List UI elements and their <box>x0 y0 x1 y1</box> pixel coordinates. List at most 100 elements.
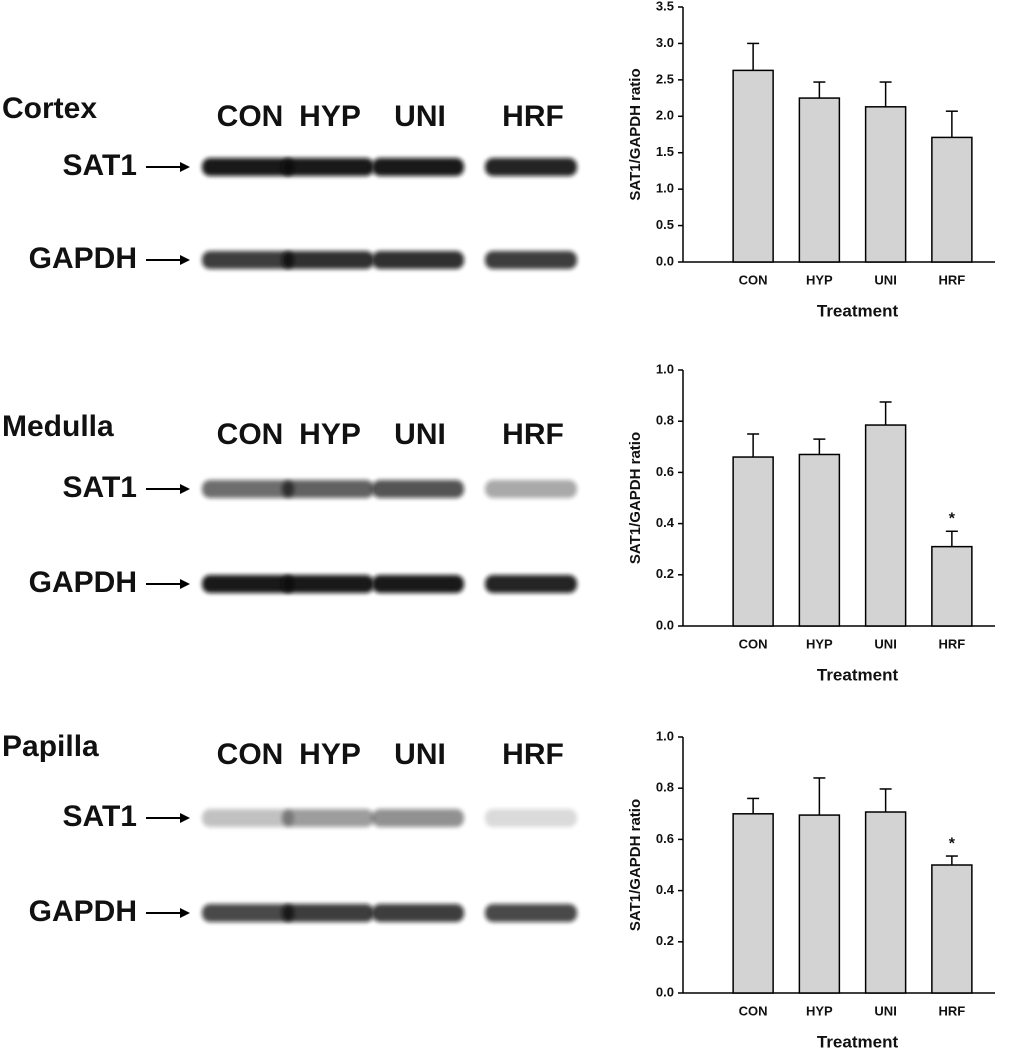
significance-mark: * <box>949 835 956 852</box>
x-axis-title: Treatment <box>817 665 899 684</box>
bar <box>732 813 774 994</box>
band <box>485 904 577 922</box>
y-tick-label: 0.6 <box>656 831 674 846</box>
x-tick-label: HYP <box>806 636 833 651</box>
y-tick-label: 0.2 <box>656 933 674 948</box>
band <box>282 575 374 593</box>
region-label: Papilla <box>2 730 99 763</box>
bar <box>931 545 973 627</box>
bar <box>798 453 841 627</box>
y-tick-label: 3.0 <box>656 35 674 50</box>
band-label: SAT1 <box>63 800 137 833</box>
band-label: GAPDH <box>29 895 137 928</box>
lane-label: HYP <box>299 738 361 771</box>
band <box>372 575 464 593</box>
x-tick-label: HRF <box>939 636 966 651</box>
lane-label: CON <box>217 100 284 133</box>
y-tick-label: 3.5 <box>656 0 674 13</box>
arrow-head <box>180 579 190 589</box>
y-axis-title: SAT1/GAPDH ratio <box>627 68 644 200</box>
x-tick-label: HRF <box>939 272 966 287</box>
y-tick-label: 1.0 <box>656 181 674 196</box>
band <box>485 480 577 498</box>
bar <box>732 69 774 263</box>
lane-label: HYP <box>299 418 361 451</box>
x-tick-label: UNI <box>874 636 896 651</box>
y-tick-label: 1.0 <box>656 361 674 376</box>
bar <box>864 811 907 994</box>
x-tick-label: UNI <box>874 272 896 287</box>
lane-label: UNI <box>394 418 446 451</box>
band <box>202 158 294 176</box>
x-tick-label: HRF <box>939 1003 966 1018</box>
y-axis-title: SAT1/GAPDH ratio <box>627 432 644 564</box>
band <box>202 251 294 269</box>
band-label: SAT1 <box>63 149 137 182</box>
band-label: GAPDH <box>29 242 137 275</box>
lane-label: UNI <box>394 738 446 771</box>
lane-label: HRF <box>502 100 564 133</box>
band <box>282 904 374 922</box>
x-tick-label: UNI <box>874 1003 896 1018</box>
y-tick-label: 0.8 <box>656 413 674 428</box>
band <box>372 809 464 827</box>
y-axis-title: SAT1/GAPDH ratio <box>627 799 644 931</box>
arrow-head <box>180 484 190 494</box>
y-tick-label: 0.0 <box>656 253 674 268</box>
band-label: GAPDH <box>29 566 137 599</box>
band <box>485 809 577 827</box>
band <box>485 158 577 176</box>
band <box>485 575 577 593</box>
arrow-head <box>180 162 190 172</box>
y-tick-label: 0.8 <box>656 780 674 795</box>
region-label: Medulla <box>2 410 114 443</box>
band <box>202 904 294 922</box>
lane-label: HYP <box>299 100 361 133</box>
band <box>282 158 374 176</box>
band <box>282 809 374 827</box>
band <box>372 904 464 922</box>
band <box>485 251 577 269</box>
lane-label: CON <box>217 738 284 771</box>
band <box>202 575 294 593</box>
y-tick-label: 1.0 <box>656 728 674 743</box>
y-tick-label: 0.0 <box>656 617 674 632</box>
band <box>372 251 464 269</box>
band <box>202 480 294 498</box>
band <box>372 480 464 498</box>
significance-mark: * <box>949 510 956 527</box>
x-tick-label: HYP <box>806 1003 833 1018</box>
x-tick-label: CON <box>739 272 768 287</box>
y-tick-label: 0.5 <box>656 217 674 232</box>
bar <box>798 97 841 263</box>
x-axis-title: Treatment <box>817 301 899 320</box>
bar <box>864 424 907 627</box>
arrow-head <box>180 908 190 918</box>
bar <box>931 864 973 994</box>
band-label: SAT1 <box>63 471 137 504</box>
y-tick-label: 2.0 <box>656 108 674 123</box>
lane-label: UNI <box>394 100 446 133</box>
lane-label: HRF <box>502 418 564 451</box>
bar <box>798 814 841 994</box>
x-tick-label: HYP <box>806 272 833 287</box>
band <box>372 158 464 176</box>
x-tick-label: CON <box>739 1003 768 1018</box>
y-tick-label: 0.6 <box>656 464 674 479</box>
x-tick-label: CON <box>739 636 768 651</box>
bar <box>732 456 774 627</box>
arrow-head <box>180 255 190 265</box>
band <box>202 809 294 827</box>
y-tick-label: 1.5 <box>656 144 674 159</box>
arrow-head <box>180 813 190 823</box>
band <box>282 251 374 269</box>
lane-label: HRF <box>502 738 564 771</box>
y-tick-label: 0.4 <box>656 882 675 897</box>
bar <box>864 106 907 263</box>
y-tick-label: 0.4 <box>656 515 675 530</box>
region-label: Cortex <box>2 92 97 125</box>
y-tick-label: 0.0 <box>656 984 674 999</box>
lane-label: CON <box>217 418 284 451</box>
bar <box>931 136 973 263</box>
